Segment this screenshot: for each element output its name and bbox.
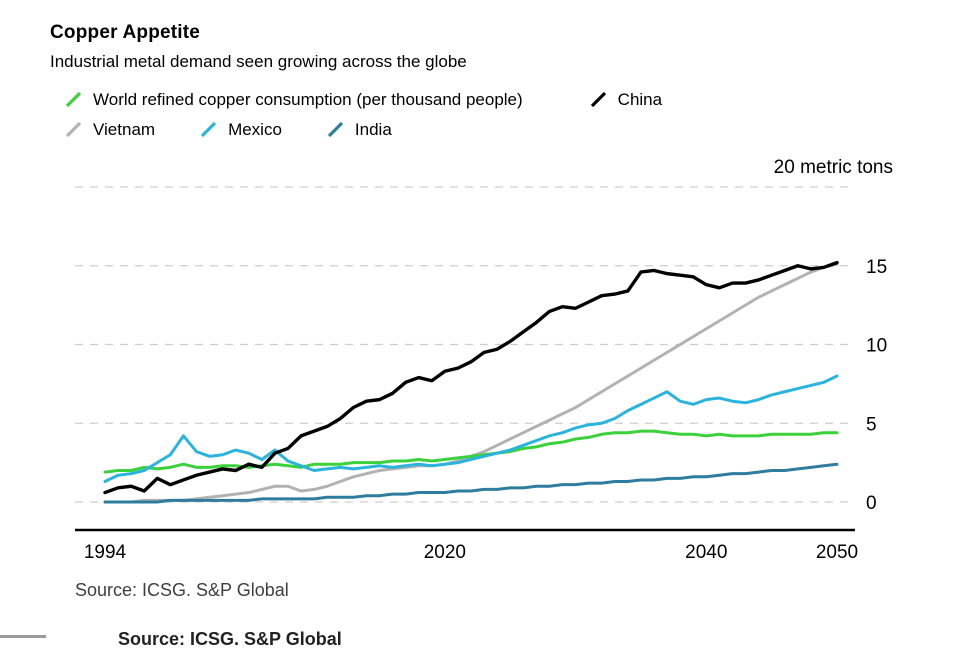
china-series-marker-icon: [590, 91, 606, 108]
legend-item-india: India: [326, 120, 392, 140]
svg-text:1994: 1994: [84, 542, 127, 563]
chart-page: Copper Appetite Industrial metal demand …: [50, 22, 975, 600]
cropped-bottom-text: Source: ICSG. S&P Global: [118, 629, 342, 649]
legend-label-vietnam: Vietnam: [93, 120, 156, 139]
svg-text:20 metric tons: 20 metric tons: [774, 157, 893, 178]
mexico-series-marker-icon: [200, 121, 217, 138]
legend-row-2: Vietnam Mexico India: [64, 120, 975, 140]
legend-label-china: China: [617, 90, 663, 109]
legend-label-mexico: Mexico: [228, 120, 282, 139]
svg-text:2020: 2020: [424, 542, 466, 563]
svg-text:0: 0: [866, 493, 877, 514]
svg-text:15: 15: [866, 257, 887, 278]
legend-item-china: China: [589, 90, 662, 110]
svg-text:10: 10: [866, 336, 887, 357]
cropped-gridline-stub: [0, 635, 46, 638]
legend-item-world: World refined copper consumption (per th…: [64, 90, 523, 110]
legend-label-world: World refined copper consumption (per th…: [93, 90, 523, 109]
legend-item-mexico: Mexico: [199, 120, 282, 140]
world-series-marker-icon: [65, 91, 82, 108]
svg-text:2050: 2050: [816, 542, 858, 563]
legend-item-vietnam: Vietnam: [64, 120, 155, 140]
source-note: Source: ICSG. S&P Global: [75, 580, 289, 600]
line-chart: 0 5 10 15 20 metric tons 1994 2020 2040 2050: [75, 157, 893, 563]
svg-text:5: 5: [866, 414, 877, 435]
chart-subtitle: Industrial metal demand seen growing acr…: [50, 52, 467, 71]
svg-text:2040: 2040: [685, 542, 727, 563]
legend: World refined copper consumption (per th…: [50, 90, 975, 140]
vietnam-series-marker-icon: [65, 121, 82, 138]
legend-label-india: India: [354, 120, 392, 139]
chart-title: Copper Appetite: [50, 22, 201, 43]
legend-row-1: World refined copper consumption (per th…: [64, 90, 975, 110]
india-series-marker-icon: [327, 121, 344, 138]
